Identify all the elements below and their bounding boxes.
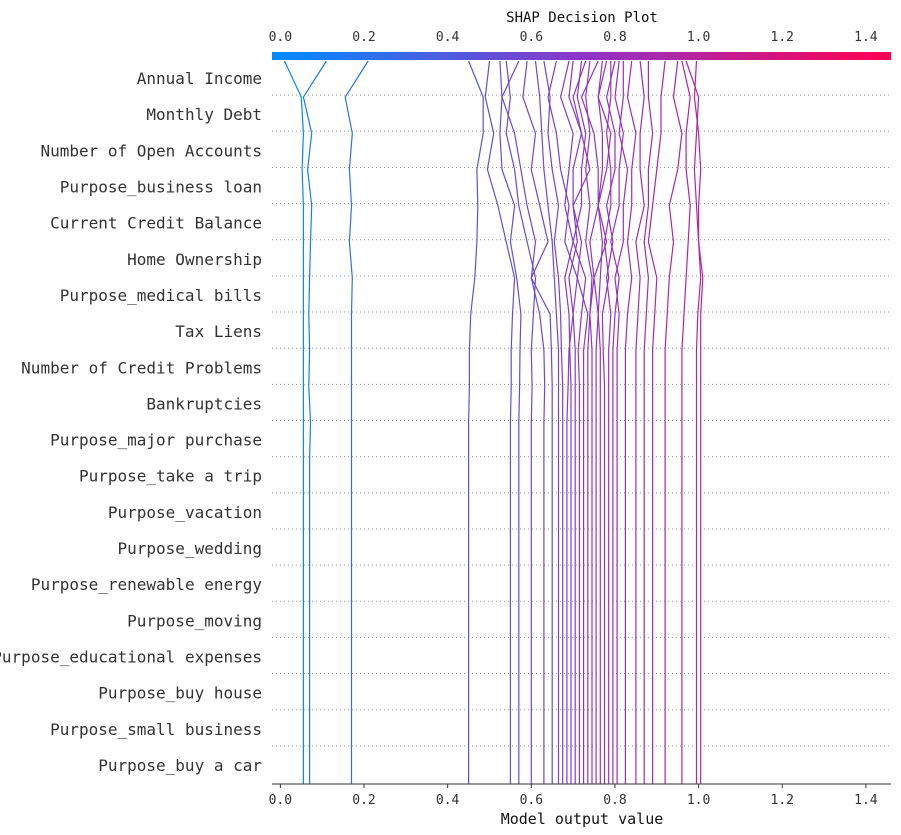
chart-title: SHAP Decision Plot	[506, 10, 658, 26]
decision-line	[344, 60, 369, 784]
feature-label: Purpose_buy house	[98, 684, 262, 703]
feature-label: Purpose_moving	[127, 611, 262, 630]
decision-line	[643, 61, 654, 784]
feature-label: Purpose_business loan	[60, 178, 262, 197]
decision-line	[664, 60, 683, 784]
feature-label: Purpose_vacation	[108, 503, 262, 522]
decision-line	[484, 60, 516, 784]
bottom-tick-label: 1.2	[771, 793, 794, 808]
decision-line	[302, 60, 327, 784]
feature-label: Monthly Debt	[146, 105, 262, 124]
decision-line	[614, 61, 629, 784]
decision-line	[468, 60, 484, 784]
top-tick-labels: 0.0 0.2 0.4 0.6 0.8 1.0 1.2 1.4	[269, 30, 878, 45]
feature-label: Purpose_wedding	[118, 539, 263, 558]
feature-label: Number of Open Accounts	[40, 141, 262, 160]
decision-line	[681, 60, 691, 784]
decision-line	[505, 60, 537, 784]
decision-line	[543, 60, 564, 784]
feature-label: Purpose_major purchase	[50, 431, 262, 450]
top-tick-label: 1.0	[687, 30, 710, 45]
feature-labels: Annual Income Monthly Debt Number of Open …	[0, 69, 262, 775]
decision-line	[595, 60, 604, 784]
decision-line	[693, 60, 704, 784]
feature-label: Current Credit Balance	[50, 214, 262, 233]
top-tick-label: 0.0	[269, 30, 292, 45]
decision-line	[624, 60, 637, 784]
decision-line	[585, 60, 593, 784]
feature-label: Purpose_buy a car	[98, 756, 262, 775]
feature-label: Bankruptcies	[146, 394, 262, 413]
top-tick-label: 0.8	[603, 30, 626, 45]
feature-label: Purpose_small business	[50, 720, 262, 739]
decision-line	[593, 60, 612, 784]
decision-line	[635, 60, 645, 784]
feature-label: Tax Liens	[175, 322, 262, 341]
decision-line	[580, 60, 599, 784]
decision-line	[559, 60, 574, 784]
decision-line	[547, 60, 578, 784]
colorbar	[272, 52, 891, 60]
decision-line	[501, 60, 546, 784]
decision-line	[685, 60, 702, 784]
decision-line	[283, 60, 304, 784]
decision-line	[610, 60, 624, 784]
bottom-tick-label: 0.0	[269, 793, 292, 808]
bottom-tick-label: 0.8	[603, 793, 626, 808]
top-tick-label: 1.4	[854, 30, 878, 45]
feature-label: Number of Credit Problems	[21, 358, 262, 377]
bottom-tick-label: 0.6	[520, 793, 543, 808]
decision-line	[572, 60, 587, 784]
feature-label: Purpose_medical bills	[60, 286, 262, 305]
bottom-tick-labels: 0.0 0.2 0.4 0.6 0.8 1.0 1.2 1.4	[269, 784, 878, 808]
bottom-tick-label: 0.4	[436, 793, 460, 808]
decision-line	[647, 60, 666, 784]
decision-line	[572, 60, 591, 784]
feature-label: Purpose_renewable energy	[31, 575, 263, 594]
top-tick-label: 0.4	[436, 30, 460, 45]
feature-label: Annual Income	[137, 69, 262, 88]
feature-label: Purpose_educational expenses	[0, 647, 262, 666]
feature-label: Home Ownership	[127, 250, 262, 269]
decision-line	[568, 60, 583, 784]
decision-line	[534, 60, 560, 784]
decision-line	[499, 60, 522, 784]
bottom-tick-label: 0.2	[352, 793, 375, 808]
bottom-tick-label: 1.4	[854, 793, 878, 808]
top-tick-label: 0.2	[352, 30, 375, 45]
top-tick-label: 1.2	[771, 30, 794, 45]
top-tick-label: 0.6	[520, 30, 543, 45]
decision-line	[605, 60, 616, 784]
feature-label: Purpose_take a trip	[79, 467, 262, 486]
x-axis-title: Model output value	[501, 810, 664, 828]
decision-lines	[283, 60, 704, 784]
decision-line	[601, 61, 612, 784]
decision-line	[522, 60, 553, 784]
bottom-tick-label: 1.0	[687, 793, 710, 808]
